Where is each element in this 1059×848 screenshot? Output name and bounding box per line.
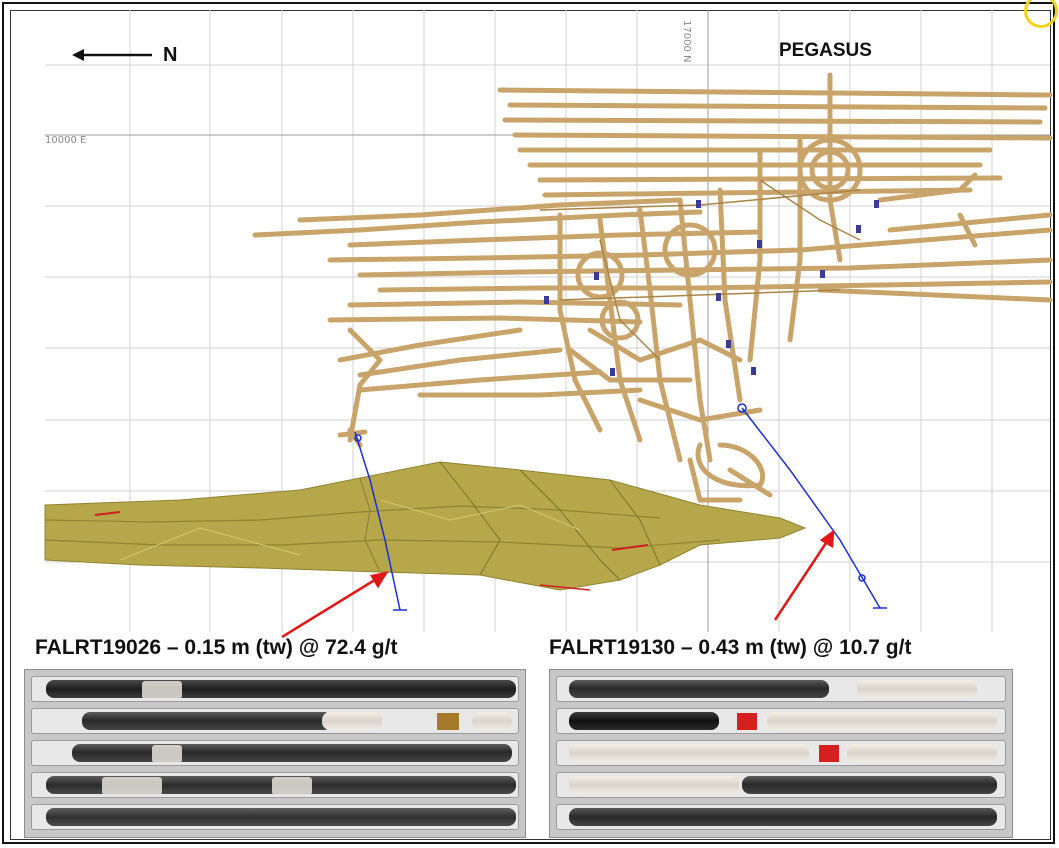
core-segment (322, 712, 382, 730)
core-tray-photo-left (24, 669, 526, 838)
ore-body (44, 461, 807, 591)
core-row (556, 804, 1006, 830)
workings-blue-markers (544, 200, 879, 376)
northing-label: 17000 N (681, 20, 692, 63)
intercept-label-right: FALRT19130 – 0.43 m (tw) @ 10.7 g/t (549, 636, 912, 659)
core-row (556, 740, 1006, 766)
core-row (556, 676, 1006, 702)
core-block-tag (737, 713, 757, 730)
core-vein (152, 745, 182, 763)
arrow-left-icon (72, 49, 152, 61)
core-segment (569, 744, 809, 762)
core-block-tag (437, 713, 459, 730)
core-row (31, 804, 519, 830)
core-vein (142, 681, 182, 699)
core-segment (847, 744, 997, 762)
figure-inner-frame (10, 10, 1051, 840)
drillhole-left (354, 431, 407, 611)
core-row (556, 772, 1006, 798)
red-arrow-left (281, 571, 389, 639)
underground-workings (252, 72, 1053, 503)
drillhole-right (737, 403, 887, 609)
mine-label: PEGASUS (779, 40, 872, 61)
core-segment (569, 808, 997, 826)
core-segment (742, 776, 997, 794)
core-row (31, 676, 519, 702)
core-segment (569, 680, 829, 698)
north-label: N (163, 44, 178, 66)
workings-detail (539, 179, 861, 361)
core-vein (272, 777, 312, 795)
core-segment (569, 712, 719, 730)
corner-badge (1024, 0, 1058, 28)
core-tray-photo-right (549, 669, 1013, 838)
core-segment (82, 712, 332, 730)
core-segment (767, 712, 997, 730)
core-row (31, 708, 519, 734)
core-segment (857, 680, 977, 698)
intercept-label-left: FALRT19026 – 0.15 m (tw) @ 72.4 g/t (35, 636, 398, 659)
core-segment (569, 776, 739, 794)
core-row (31, 772, 519, 798)
easting-label: 10000 E (45, 135, 87, 146)
core-segment (46, 680, 516, 698)
core-row (31, 740, 519, 766)
core-segment (46, 808, 516, 826)
core-row (556, 708, 1006, 734)
core-segment (72, 744, 512, 762)
red-arrow-right (773, 529, 835, 621)
core-vein (102, 777, 162, 795)
core-segment (472, 712, 512, 730)
core-block-tag (819, 745, 839, 762)
